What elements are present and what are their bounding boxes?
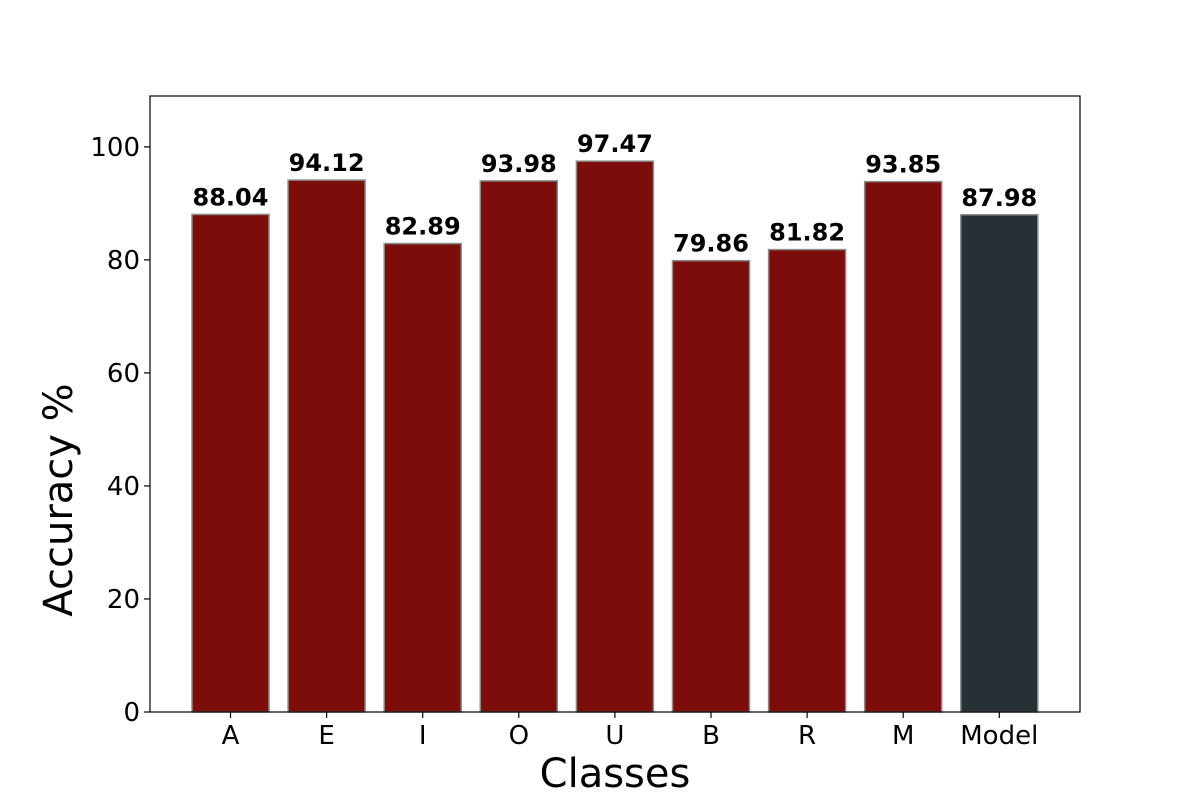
bar-i: [383, 242, 462, 713]
value-label-i: 82.89: [385, 213, 461, 241]
x-tick-label: E: [318, 721, 334, 751]
bar-model: [960, 214, 1039, 713]
value-label-a: 88.04: [193, 183, 269, 211]
x-tick-label: A: [222, 721, 240, 751]
value-label-e: 94.12: [289, 149, 365, 177]
x-tick-label: M: [892, 721, 914, 751]
value-label-m: 93.85: [865, 151, 941, 179]
bar-a: [191, 213, 270, 713]
value-label-o: 93.98: [481, 150, 557, 178]
bar-o: [479, 180, 559, 713]
x-tick-label: U: [605, 721, 624, 751]
y-axis-label: Accuracy %: [36, 383, 82, 616]
value-label-u: 97.47: [577, 130, 653, 158]
y-tick-label: 0: [123, 698, 140, 728]
bar-u: [575, 160, 655, 713]
x-axis-ticks: A E I O U B R M Model: [222, 712, 1038, 751]
x-tick-label: O: [509, 721, 529, 751]
x-tick-label: I: [419, 721, 427, 751]
bar-r: [767, 248, 847, 713]
y-tick-label: 80: [107, 246, 140, 276]
value-label-b: 79.86: [673, 230, 749, 258]
y-tick-label: 60: [107, 359, 140, 389]
value-label-model: 87.98: [961, 184, 1037, 212]
bar-b: [671, 259, 751, 713]
y-tick-label: 100: [90, 133, 140, 163]
x-axis-label: Classes: [540, 751, 691, 797]
y-tick-label: 40: [107, 472, 140, 502]
x-tick-label: B: [702, 721, 720, 751]
bar-m: [863, 180, 943, 713]
y-tick-label: 20: [107, 585, 140, 615]
value-labels-group: 88.04 94.12 82.89 93.98 97.47 79.86 81.82 93.85…: [193, 130, 1038, 258]
y-axis-ticks: 0 20 40 60 80 100: [90, 133, 150, 728]
x-tick-label: Model: [960, 721, 1038, 751]
value-label-r: 81.82: [769, 219, 845, 247]
bars-group: [191, 160, 1039, 713]
bar-e: [287, 179, 366, 713]
x-tick-label: R: [798, 721, 816, 751]
